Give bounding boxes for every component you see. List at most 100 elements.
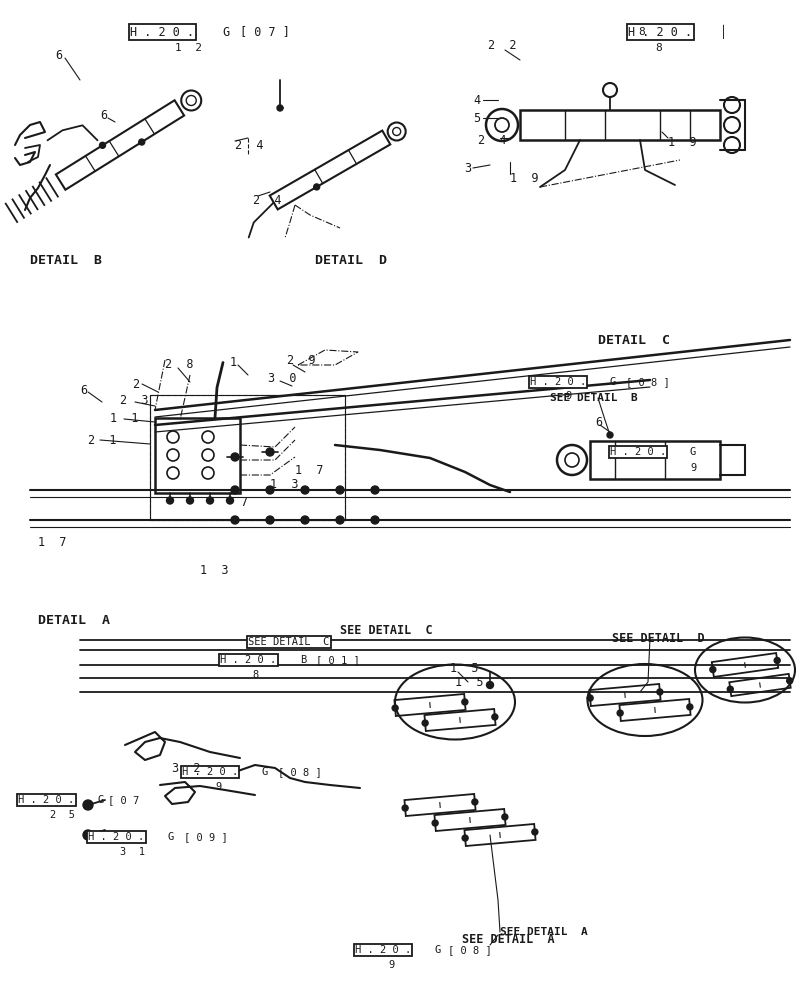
Circle shape (230, 486, 238, 494)
Text: [ 0 8 ]: [ 0 8 ] (448, 945, 491, 955)
Circle shape (773, 657, 779, 663)
Circle shape (100, 142, 105, 148)
Text: 9: 9 (689, 463, 695, 473)
Bar (519, 110, 719, 140)
Text: SEE DETAIL  C: SEE DETAIL C (340, 624, 432, 636)
Text: H . 2 0 .: H . 2 0 . (182, 767, 238, 777)
Bar (150, 395, 345, 520)
Text: H . 2 0 .: H . 2 0 . (354, 945, 410, 955)
Text: H . 2 0 .: H . 2 0 . (130, 26, 194, 39)
Text: 3  2: 3 2 (172, 762, 200, 774)
Text: H . 2 0 .: H . 2 0 . (530, 377, 586, 387)
Text: 2  1: 2 1 (88, 434, 116, 446)
Text: 6: 6 (80, 383, 87, 396)
Text: 6: 6 (594, 416, 602, 428)
Circle shape (301, 486, 309, 494)
Circle shape (139, 139, 144, 145)
Text: 1  5: 1 5 (454, 676, 483, 688)
Circle shape (187, 497, 193, 504)
Text: H . 2 0 .: H . 2 0 . (627, 26, 691, 39)
Text: G: G (262, 767, 268, 777)
Circle shape (206, 497, 213, 504)
Text: [ 0 1 ]: [ 0 1 ] (315, 655, 359, 665)
Circle shape (336, 516, 344, 524)
Circle shape (371, 486, 379, 494)
Text: │: │ (719, 25, 726, 39)
Circle shape (166, 497, 174, 504)
Circle shape (83, 830, 93, 840)
Circle shape (607, 432, 612, 438)
Text: H . 2 0 .: H . 2 0 . (220, 655, 276, 665)
Text: 2: 2 (132, 377, 139, 390)
Circle shape (461, 699, 467, 705)
Circle shape (266, 486, 273, 494)
Text: 9: 9 (564, 391, 571, 401)
Circle shape (431, 820, 438, 826)
Text: DETAIL  D: DETAIL D (315, 253, 387, 266)
Text: DETAIL  B: DETAIL B (30, 253, 102, 266)
Text: 1  3: 1 3 (270, 479, 298, 491)
Text: 9: 9 (215, 782, 221, 792)
Text: 1  1: 1 1 (109, 412, 139, 424)
Text: 2  4: 2 4 (253, 194, 281, 207)
Text: H . 2 0 .: H . 2 0 . (609, 447, 666, 457)
Circle shape (616, 710, 622, 716)
Text: 8: 8 (654, 43, 661, 53)
Text: 3  0: 3 0 (268, 371, 296, 384)
Circle shape (230, 453, 238, 461)
Text: 9: 9 (388, 960, 394, 970)
Text: B: B (299, 655, 306, 665)
Text: 1  7: 1 7 (294, 464, 323, 477)
Text: 1  3: 1 3 (200, 564, 228, 576)
Text: G: G (609, 377, 616, 387)
Text: 6: 6 (100, 109, 107, 122)
Text: SEE DETAIL  A: SEE DETAIL A (461, 933, 554, 946)
Text: 3: 3 (463, 162, 470, 175)
Text: 1  9: 1 9 (509, 172, 538, 185)
Circle shape (709, 667, 715, 673)
Text: SEE DETAIL  B: SEE DETAIL B (549, 393, 637, 403)
Text: G: G (435, 945, 440, 955)
Text: 8: 8 (637, 27, 644, 37)
Text: 1  7: 1 7 (38, 536, 67, 548)
Circle shape (401, 805, 408, 811)
Text: 3  1: 3 1 (120, 847, 145, 857)
Circle shape (491, 714, 497, 720)
Circle shape (531, 829, 537, 835)
Text: SEE DETAIL  A: SEE DETAIL A (500, 927, 587, 937)
Circle shape (686, 704, 692, 710)
Text: 8: 8 (251, 670, 258, 680)
Circle shape (501, 814, 507, 820)
Circle shape (313, 184, 320, 190)
Text: 2  4: 2 4 (234, 139, 264, 152)
Text: G: G (168, 832, 174, 842)
Circle shape (277, 105, 283, 111)
Text: H . 2 0 .: H . 2 0 . (18, 795, 74, 805)
Text: SEE DETAIL  C: SEE DETAIL C (247, 637, 328, 647)
Text: G: G (98, 795, 104, 805)
Circle shape (230, 516, 238, 524)
Circle shape (461, 835, 468, 841)
Text: 6: 6 (55, 49, 62, 62)
Circle shape (586, 695, 592, 701)
Text: 5: 5 (473, 112, 479, 125)
Circle shape (226, 497, 234, 504)
Circle shape (422, 720, 427, 726)
Text: 2  3: 2 3 (120, 394, 148, 408)
Text: 7: 7 (240, 495, 247, 508)
Text: [ 0 7: [ 0 7 (108, 795, 139, 805)
Circle shape (786, 678, 792, 684)
Text: H . 2 0 .: H . 2 0 . (88, 832, 144, 842)
Circle shape (266, 448, 273, 456)
Circle shape (301, 516, 309, 524)
Text: 2  5: 2 5 (50, 810, 75, 820)
Text: [ 0 8 ]: [ 0 8 ] (625, 377, 669, 387)
Circle shape (727, 686, 732, 692)
Circle shape (83, 800, 93, 810)
Text: SEE DETAIL  D: SEE DETAIL D (611, 632, 704, 644)
Text: [ 0 9 ]: [ 0 9 ] (184, 832, 227, 842)
Text: 2  4: 2 4 (478, 134, 506, 147)
Text: 1  9: 1 9 (667, 136, 696, 149)
Text: G: G (689, 447, 695, 457)
Circle shape (392, 705, 397, 711)
